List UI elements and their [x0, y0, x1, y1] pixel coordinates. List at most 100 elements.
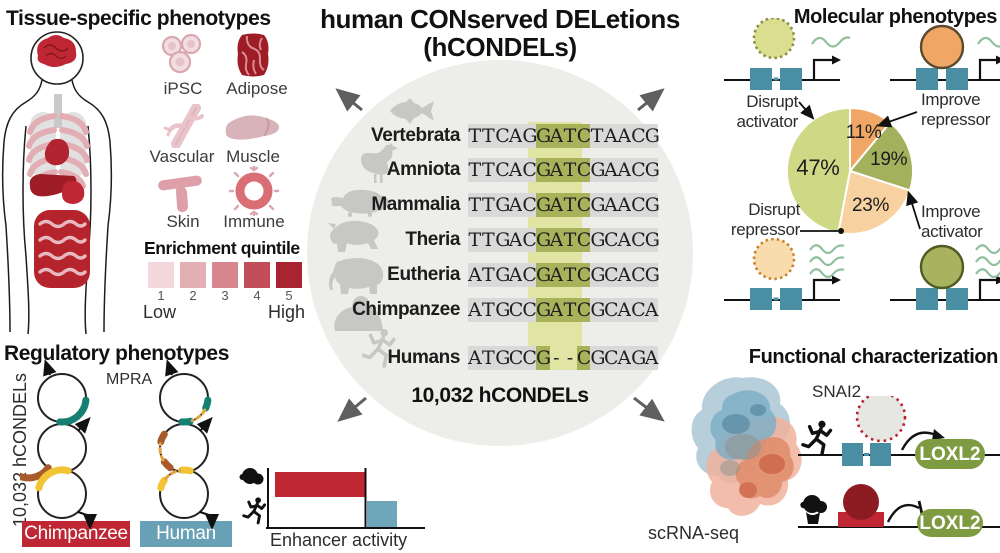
sequence-char: G — [522, 124, 538, 148]
sequence-char: C — [576, 193, 592, 217]
disrupt-activator-diagram — [724, 18, 851, 90]
arrow-bottom-right — [633, 396, 665, 422]
chimpanzee-icon — [334, 296, 383, 331]
taxon-label: Humans — [387, 347, 460, 368]
arrow-top-left — [335, 88, 363, 112]
muscle-label: Muscle — [226, 147, 280, 166]
sequence-char: G — [631, 346, 647, 370]
sequence-char: T — [468, 124, 482, 148]
callout-improve-repressor: Improve repressor — [921, 90, 991, 129]
sequence-char: A — [508, 228, 523, 252]
sequence-char: A — [549, 158, 564, 182]
enhancer-activity-label: Enhancer activity — [270, 530, 408, 550]
molecular-panel-title: Molecular phenotypes — [793, 6, 998, 28]
sequence-char: C — [576, 346, 592, 370]
callout-improve-activator: Improve activator — [921, 202, 983, 241]
taxon-label: Amniota — [386, 159, 461, 180]
pie-slice-improve-activator — [849, 121, 914, 192]
deletion-dashed-arc — [158, 442, 165, 462]
callout-disrupt-repressor: Disrupt repressor — [730, 200, 800, 239]
fish-icon — [390, 98, 434, 124]
stomach-icon — [62, 181, 85, 204]
chimp-bar — [275, 472, 365, 497]
adipose-icon — [237, 33, 269, 77]
loxl2-gene-pill — [917, 509, 983, 537]
sequence-char: T — [468, 228, 482, 252]
enhancer-activity-chart — [239, 468, 425, 529]
sequence-char: A — [603, 193, 618, 217]
quintile-square-3 — [212, 262, 238, 288]
sequence-char: G — [495, 263, 511, 287]
pie-callout-lines — [798, 101, 921, 232]
rna-wavy-line — [977, 36, 1000, 48]
sequence-char: T — [481, 124, 496, 148]
sequence-char: A — [508, 193, 523, 217]
sequence-char: T — [481, 346, 496, 370]
sequence-char: A — [617, 298, 632, 322]
sequence-char: C — [522, 193, 537, 217]
arrow-top-right — [637, 88, 665, 112]
quintile-square-2 — [180, 262, 206, 288]
sequence-char: C — [576, 158, 592, 182]
mpra-label: MPRA — [106, 371, 153, 388]
loxl2-gene-pill — [915, 439, 985, 469]
sequence-char: C — [576, 298, 592, 322]
taxon-label: Eutheria — [387, 264, 460, 285]
sequence-char: - — [549, 346, 564, 370]
disrupted-snai2-protein — [855, 396, 907, 443]
sequence-char: A — [549, 228, 564, 252]
sequence-char: C — [603, 228, 619, 252]
sequence-char: A — [468, 263, 482, 287]
sequence-char: A — [644, 298, 659, 322]
sequence-char: C — [576, 228, 592, 252]
repressor-protein — [919, 24, 965, 70]
human-insert-yellow-b — [178, 466, 194, 475]
chicken-icon — [361, 143, 398, 183]
outward-arrows — [335, 88, 665, 422]
sequence-char: A — [617, 124, 632, 148]
sequence-char: G — [590, 193, 606, 217]
sequence-char: G — [535, 193, 552, 217]
sequence-char: G — [535, 228, 552, 252]
functional-panel-title: Functional characterization — [748, 346, 999, 368]
sequence-char: G — [535, 298, 552, 322]
loxl2-label-bottom: LOXL2 — [919, 513, 980, 534]
sequence-char: T — [481, 193, 496, 217]
pie-value-label: 47% — [796, 154, 840, 180]
sequence-char: C — [603, 298, 619, 322]
sequence-char: G — [590, 346, 606, 370]
improve-repressor-diagram — [890, 24, 1000, 90]
intestines-icon — [34, 210, 90, 288]
taxon-label: Chimpanzee — [352, 299, 460, 320]
quintile-low-label: Low — [143, 302, 177, 322]
sequence-char: C — [631, 124, 646, 148]
sequence-char: C — [522, 346, 537, 370]
quintile-square-5 — [276, 262, 302, 288]
sequence-char: C — [576, 124, 592, 148]
rna-wavy-lines — [809, 244, 845, 279]
sequence-char: C — [631, 228, 646, 252]
sequence-char: G — [495, 228, 511, 252]
sequence-char: A — [603, 158, 618, 182]
scrna-seq-label: scRNA-seq — [648, 523, 740, 543]
tissue-panel-title: Tissue-specific phenotypes — [6, 7, 271, 30]
skin-label: Skin — [166, 212, 200, 231]
muscle-icon — [225, 115, 280, 140]
pie-value-label: 19% — [870, 148, 908, 170]
sequence-char: T — [563, 298, 577, 322]
sequence-char: G — [590, 158, 606, 182]
vascular-label: Vascular — [149, 147, 215, 166]
human-insert-yellow-a — [157, 476, 168, 492]
plasmid-diagrams — [20, 373, 212, 519]
sequence-char: G — [644, 158, 660, 182]
sequence-char: A — [549, 124, 564, 148]
ribcage — [26, 113, 90, 189]
disrupted-activator-protein — [752, 18, 796, 60]
pie-slice-disrupt-activator — [785, 107, 851, 234]
sequence-char: A — [549, 193, 564, 217]
center-title-line2: (hCONDELs) — [423, 32, 577, 62]
sequence-row-theria: Theria T T G A C G A T C G C A C G — [300, 228, 660, 252]
